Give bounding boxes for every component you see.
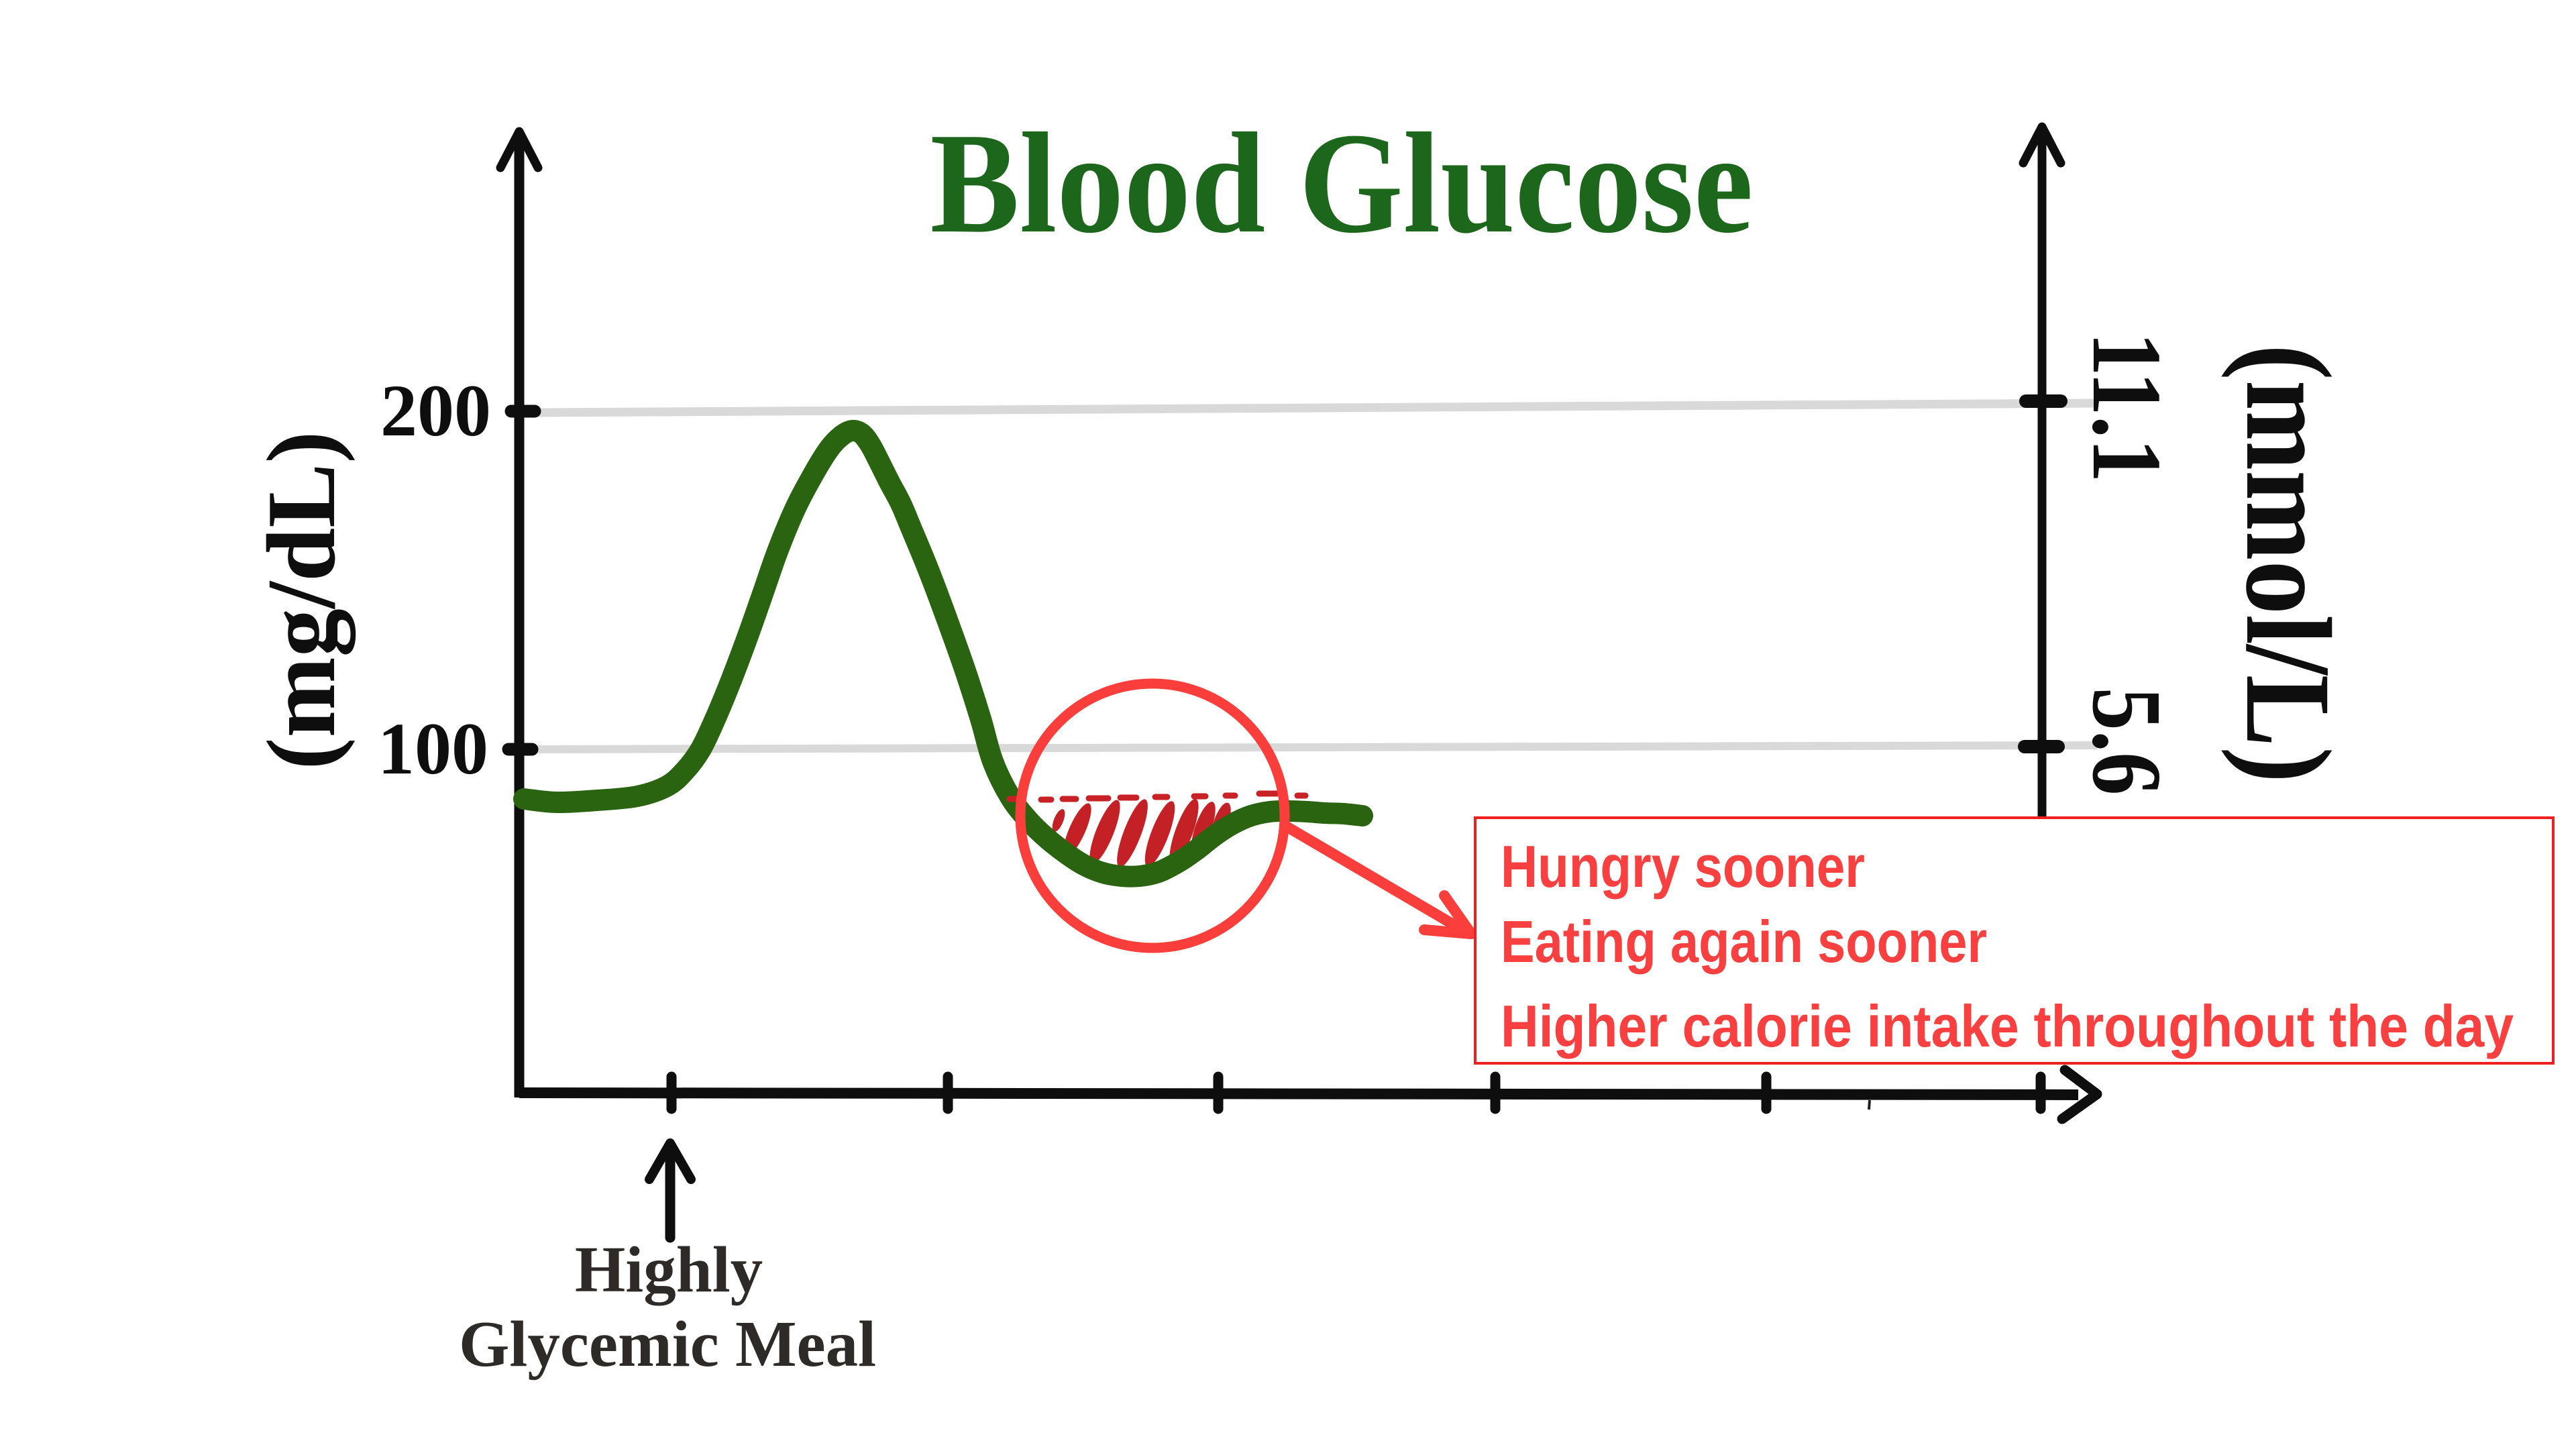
svg-text:(mmol/L): (mmol/L) bbox=[2220, 344, 2355, 783]
svg-text:(mg/dL): (mg/dL) bbox=[247, 431, 356, 770]
svg-text:Blood Glucose: Blood Glucose bbox=[930, 103, 1754, 263]
svg-text:Eating again sooner: Eating again sooner bbox=[1501, 908, 1987, 975]
svg-text:200: 200 bbox=[380, 370, 491, 451]
svg-text:Higher calorie intake througho: Higher calorie intake throughout the day bbox=[1501, 993, 2514, 1059]
svg-text:Highly: Highly bbox=[575, 1234, 763, 1305]
svg-text:5.6: 5.6 bbox=[2072, 688, 2182, 796]
svg-text:Glycemic Meal: Glycemic Meal bbox=[459, 1308, 876, 1380]
svg-text:Hungry sooner: Hungry sooner bbox=[1501, 833, 1865, 900]
svg-text:100: 100 bbox=[378, 708, 488, 790]
svg-text:11.1: 11.1 bbox=[2072, 332, 2182, 483]
